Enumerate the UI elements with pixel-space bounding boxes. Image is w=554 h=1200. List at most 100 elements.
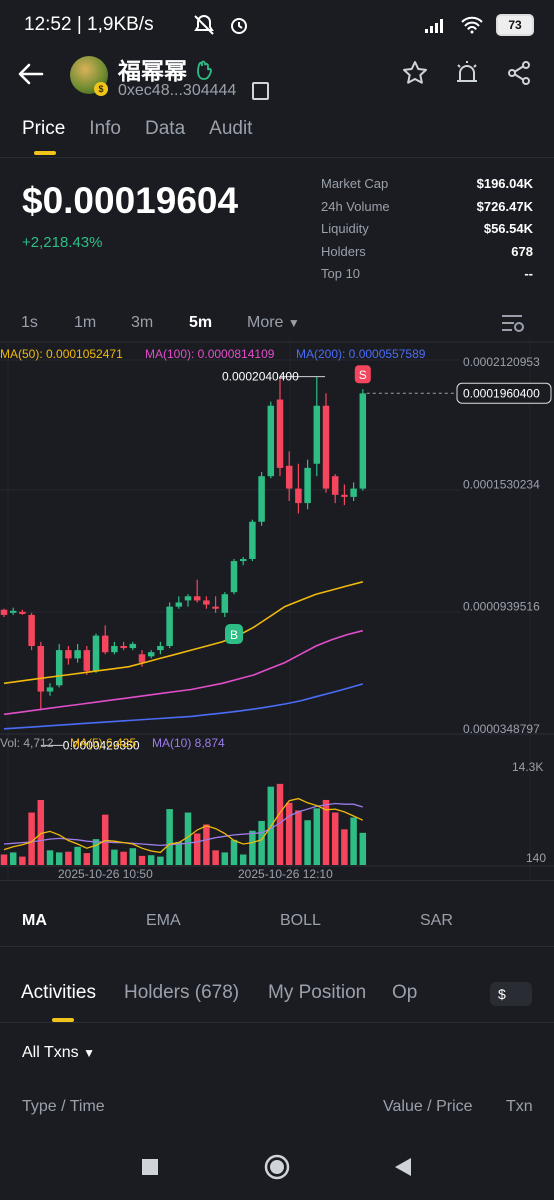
interval-1m[interactable]: 1m [74,314,97,331]
interval-5m[interactable]: 5m [189,314,213,331]
volume-bar [184,812,192,865]
volume-ma5-legend: MA(5) 6,425 [70,736,136,750]
txn-filter-dropdown[interactable]: All Txns ▼ [22,1044,95,1061]
candle-body [313,405,321,464]
back-icon[interactable] [394,1157,412,1177]
share-icon[interactable] [506,60,532,86]
interval-more[interactable]: More ▼ [247,314,300,331]
volume-bar [101,814,109,865]
ma200-legend: MA(200): 0.0000557589 [296,347,426,361]
tabs-divider [0,157,554,158]
time-label: 2025-10-26 12:10 [238,867,333,880]
indicator-boll[interactable]: BOLL [280,912,321,929]
status-time: 12:52 | 1,9KB/s [24,14,154,35]
volume-bar [239,854,247,865]
candle-body [249,521,256,560]
alert-siren-icon[interactable] [454,60,480,86]
col-value-price: Value / Price [383,1098,473,1115]
indicator-sar[interactable]: SAR [420,912,453,929]
candle-body [55,650,63,686]
battery-indicator: 73 [496,14,534,36]
volume-bar [0,854,8,865]
candle-body [184,596,192,601]
activities-underline [52,1018,74,1022]
volume-bar [157,856,164,865]
volume-bar [304,820,311,865]
sell-marker [354,365,371,384]
volume-bar [313,808,321,865]
token-name: 福幂幂 [118,52,215,86]
tab-data[interactable]: Data [145,118,186,139]
current-price-label: 0.0001960400 [463,387,540,401]
hand-wave-icon [197,60,213,80]
stat-24h-volume: 24h Volume $726.47K [321,198,533,214]
star-icon[interactable] [402,60,428,86]
tab-my-position[interactable]: My Position [268,982,367,1003]
candle-body [0,609,8,615]
volume-bar [129,848,137,865]
price-axis-label: 0.0000939516 [463,600,540,614]
volume-bar [120,851,127,865]
volume-ma10-legend: MA(10) 8,874 [152,736,225,750]
volume-axis-top: 14.3K [512,760,543,774]
col-type-time: Type / Time [22,1098,105,1115]
candle-body [147,652,155,657]
volume-bar [258,820,265,865]
candle-body [175,602,183,607]
chain-badge-icon: $ [94,82,108,96]
mute-bell-icon [194,14,214,35]
volume-bar [249,830,256,865]
candle-body [46,687,54,692]
volume-bar [166,809,173,865]
activities-divider [0,1022,554,1023]
candle-body [350,488,357,497]
candle-body [193,596,201,601]
token-address: 0xec48...304444 [118,82,237,99]
ma100-legend: MA(100): 0.0000814109 [145,347,275,361]
current-price: $0.00019604 [22,180,239,221]
candle-body [129,643,137,649]
sell-marker-label: S [359,368,367,382]
tab-holders[interactable]: Holders (678) [124,982,240,1003]
interval-1s[interactable]: 1s [21,314,38,331]
buy-marker-label: B [230,628,238,642]
system-nav-bar [0,1148,554,1200]
back-arrow-icon[interactable] [18,60,44,94]
candle-body [65,650,72,659]
main-tabs: Price Info Data Audit [22,118,253,155]
candle-body [83,650,91,671]
volume-bar [230,839,238,865]
recents-icon[interactable] [141,1158,159,1176]
currency-toggle[interactable]: $ [490,982,532,1006]
tab-info[interactable]: Info [89,118,121,139]
tab-activities[interactable]: Activities [21,982,96,1003]
indicator-ma[interactable]: MA [22,912,47,929]
volume-bar [147,855,155,865]
indicator-divider [0,946,554,947]
price-chart[interactable]: MA(50): 0.0001052471 MA(100): 0.000081410… [0,340,554,880]
copy-icon[interactable] [252,82,269,100]
chart-settings-icon[interactable] [500,312,526,334]
tab-audit[interactable]: Audit [209,118,253,139]
volume-bar [276,783,284,865]
tab-orders-truncated[interactable]: Op [392,982,418,1003]
tab-price[interactable]: Price [22,118,66,155]
home-icon[interactable] [263,1153,291,1181]
candle-body [276,399,284,468]
volume-bar [111,849,118,865]
volume-axis-bottom: 140 [526,851,546,865]
interval-selector: 1s 1m 3m 5m More ▼ [21,314,300,332]
price-axis-label: 0.0000348797 [463,722,540,736]
indicator-ema[interactable]: EMA [146,912,181,929]
candle-body [157,645,164,651]
volume-bar [285,802,293,865]
volume-legend: Vol: 4,712 [0,736,54,750]
volume-bar [350,817,357,865]
volume-bar [37,799,45,865]
interval-3m[interactable]: 3m [131,314,154,331]
volume-bar [74,846,81,865]
candle-body [37,645,45,692]
candle-body [341,494,348,497]
candle-body [138,654,146,663]
volume-bar [55,852,63,865]
